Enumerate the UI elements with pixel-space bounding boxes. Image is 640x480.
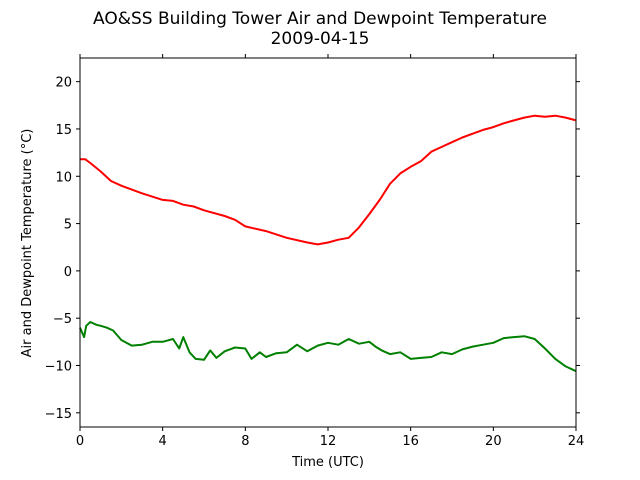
x-tick-label: 0 <box>76 434 84 449</box>
y-tick-label: 5 <box>64 218 72 233</box>
y-tick-label: 0 <box>64 265 72 280</box>
y-tick-label: −10 <box>45 360 72 375</box>
x-axis: 0 4 8 12 16 20 24 <box>76 54 584 449</box>
plot-lines <box>79 114 577 373</box>
series-line-1 <box>80 114 577 246</box>
x-axis-label: Time (UTC) <box>291 455 364 470</box>
x-tick-label: 8 <box>241 434 249 449</box>
y-axis: −15 −10 −5 0 5 10 15 20 <box>45 76 580 422</box>
x-tick-label: 16 <box>402 434 419 449</box>
x-tick-label: 4 <box>159 434 167 449</box>
y-tick-label: −15 <box>45 407 72 422</box>
series-line-2 <box>79 321 577 373</box>
y-tick-label: −5 <box>53 312 72 327</box>
y-axis-label: Air and Dewpoint Temperature (°C) <box>20 129 35 358</box>
chart-title: AO&SS Building Tower Air and Dewpoint Te… <box>93 9 547 29</box>
x-tick-label: 24 <box>568 434 585 449</box>
x-tick-label: 12 <box>320 434 337 449</box>
chart-subtitle: 2009-04-15 <box>271 29 370 49</box>
y-tick-label: 20 <box>55 76 72 91</box>
x-tick-label: 20 <box>485 434 502 449</box>
y-tick-label: 10 <box>55 170 72 185</box>
y-tick-label: 15 <box>55 123 72 138</box>
